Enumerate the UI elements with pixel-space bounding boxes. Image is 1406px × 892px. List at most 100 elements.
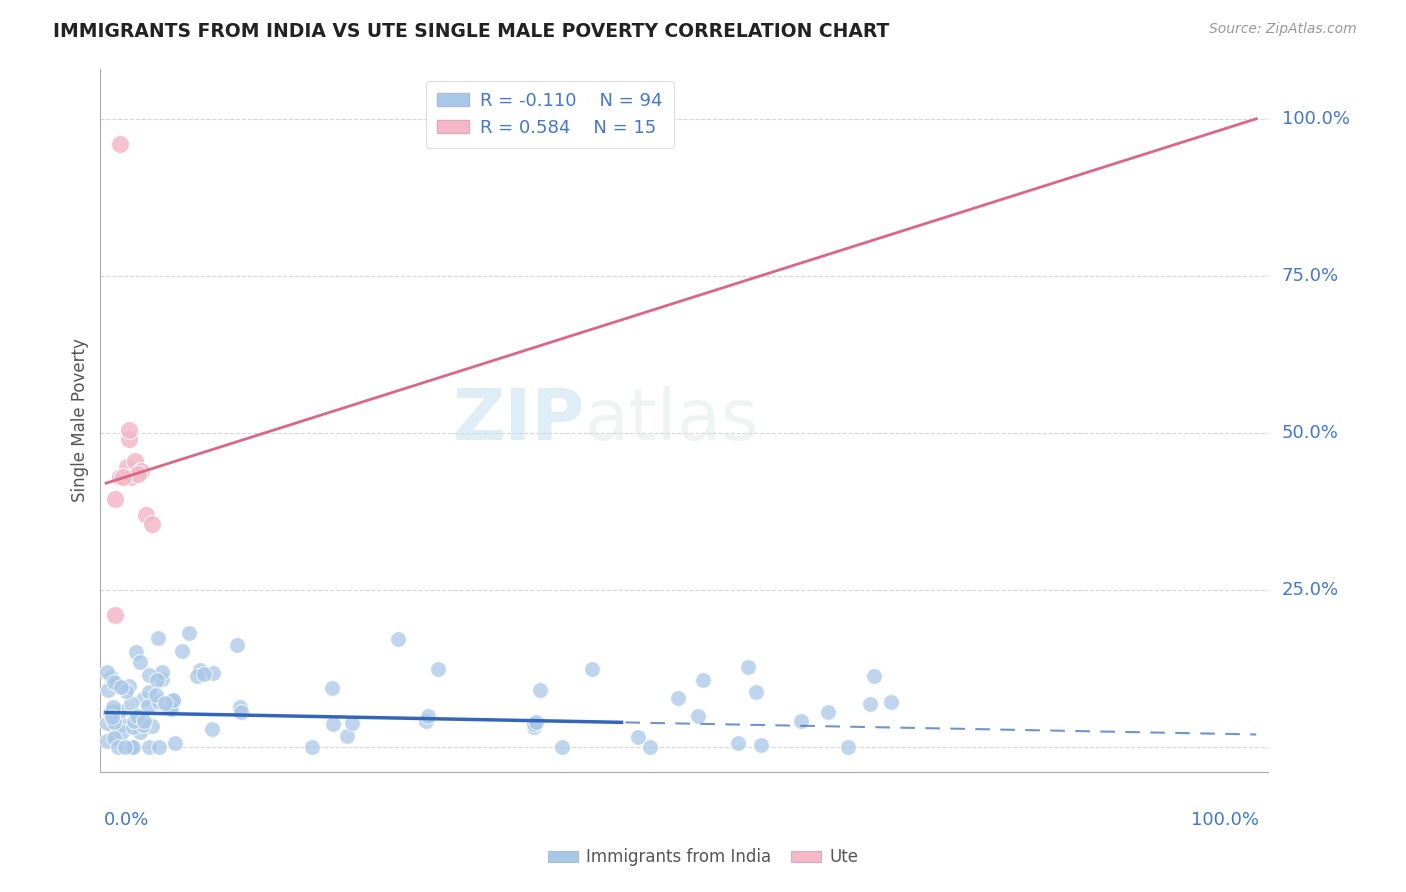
Point	[129, 464, 152, 478]
Point	[135, 508, 157, 522]
Point	[416, 708, 439, 723]
Point	[111, 725, 134, 739]
Point	[98, 706, 121, 720]
Point	[96, 715, 118, 730]
Point	[132, 714, 155, 729]
Point	[862, 669, 884, 683]
Point	[129, 655, 152, 669]
Text: 75.0%: 75.0%	[1282, 267, 1339, 285]
Point	[201, 722, 224, 736]
Point	[120, 739, 142, 754]
Point	[104, 731, 127, 746]
Point	[112, 470, 135, 484]
Point	[141, 516, 163, 531]
Point	[163, 736, 186, 750]
Point	[104, 491, 127, 506]
Point	[141, 719, 163, 733]
Point	[177, 625, 200, 640]
Point	[523, 720, 546, 734]
Text: IMMIGRANTS FROM INDIA VS UTE SINGLE MALE POVERTY CORRELATION CHART: IMMIGRANTS FROM INDIA VS UTE SINGLE MALE…	[53, 22, 890, 41]
Point	[581, 661, 603, 675]
Point	[131, 718, 153, 732]
Point	[162, 692, 184, 706]
Point	[148, 695, 170, 709]
Point	[153, 697, 176, 711]
Point	[124, 454, 146, 468]
Point	[201, 666, 224, 681]
Text: 100.0%: 100.0%	[1191, 811, 1258, 829]
Point	[229, 699, 252, 714]
Text: 25.0%: 25.0%	[1282, 581, 1339, 599]
Point	[107, 739, 129, 754]
Point	[415, 714, 437, 728]
Point	[110, 716, 132, 731]
Point	[160, 701, 183, 715]
Point	[122, 714, 145, 728]
Point	[150, 665, 173, 680]
Point	[136, 698, 159, 713]
Point	[523, 716, 546, 731]
Point	[104, 608, 127, 623]
Point	[638, 739, 661, 754]
Point	[96, 733, 118, 747]
Point	[131, 692, 153, 706]
Point	[145, 688, 167, 702]
Point	[226, 638, 249, 652]
Point	[529, 682, 551, 697]
Point	[817, 705, 839, 719]
Text: Source: ZipAtlas.com: Source: ZipAtlas.com	[1209, 22, 1357, 37]
Point	[122, 739, 145, 754]
Point	[100, 709, 122, 723]
Point	[103, 721, 125, 735]
Point	[120, 470, 142, 484]
Point	[103, 714, 125, 729]
Point	[186, 668, 208, 682]
Point	[188, 663, 211, 677]
Point	[148, 739, 170, 754]
Text: atlas: atlas	[585, 386, 759, 455]
Point	[229, 706, 252, 720]
Point	[301, 739, 323, 754]
Point	[146, 673, 169, 687]
Point	[118, 432, 141, 446]
Point	[322, 717, 344, 731]
Point	[127, 467, 149, 481]
Point	[146, 631, 169, 645]
Point	[114, 683, 136, 698]
Point	[745, 685, 768, 699]
Point	[692, 673, 714, 687]
Point	[108, 470, 131, 484]
Legend: R = -0.110    N = 94, R = 0.584    N = 15: R = -0.110 N = 94, R = 0.584 N = 15	[426, 81, 673, 148]
Point	[387, 632, 409, 647]
Legend: Immigrants from India, Ute: Immigrants from India, Ute	[541, 842, 865, 873]
Point	[666, 691, 689, 706]
Point	[138, 668, 160, 682]
Point	[103, 731, 125, 746]
Point	[162, 694, 184, 708]
Point	[321, 681, 343, 695]
Point	[837, 739, 859, 754]
Point	[751, 739, 773, 753]
Point	[96, 665, 118, 680]
Point	[100, 670, 122, 684]
Point	[125, 709, 148, 723]
Point	[97, 683, 120, 698]
Text: 50.0%: 50.0%	[1282, 424, 1339, 442]
Point	[101, 699, 124, 714]
Point	[157, 701, 180, 715]
Point	[108, 136, 131, 151]
Point	[118, 679, 141, 693]
Point	[103, 675, 125, 690]
Point	[526, 714, 548, 729]
Point	[105, 676, 128, 690]
Point	[121, 739, 143, 754]
Point	[342, 715, 364, 730]
Point	[103, 704, 125, 718]
Point	[727, 736, 749, 750]
Text: 0.0%: 0.0%	[104, 811, 149, 829]
Point	[114, 739, 136, 754]
Y-axis label: Single Male Poverty: Single Male Poverty	[72, 338, 89, 502]
Point	[427, 663, 450, 677]
Point	[110, 680, 132, 694]
Point	[110, 704, 132, 718]
